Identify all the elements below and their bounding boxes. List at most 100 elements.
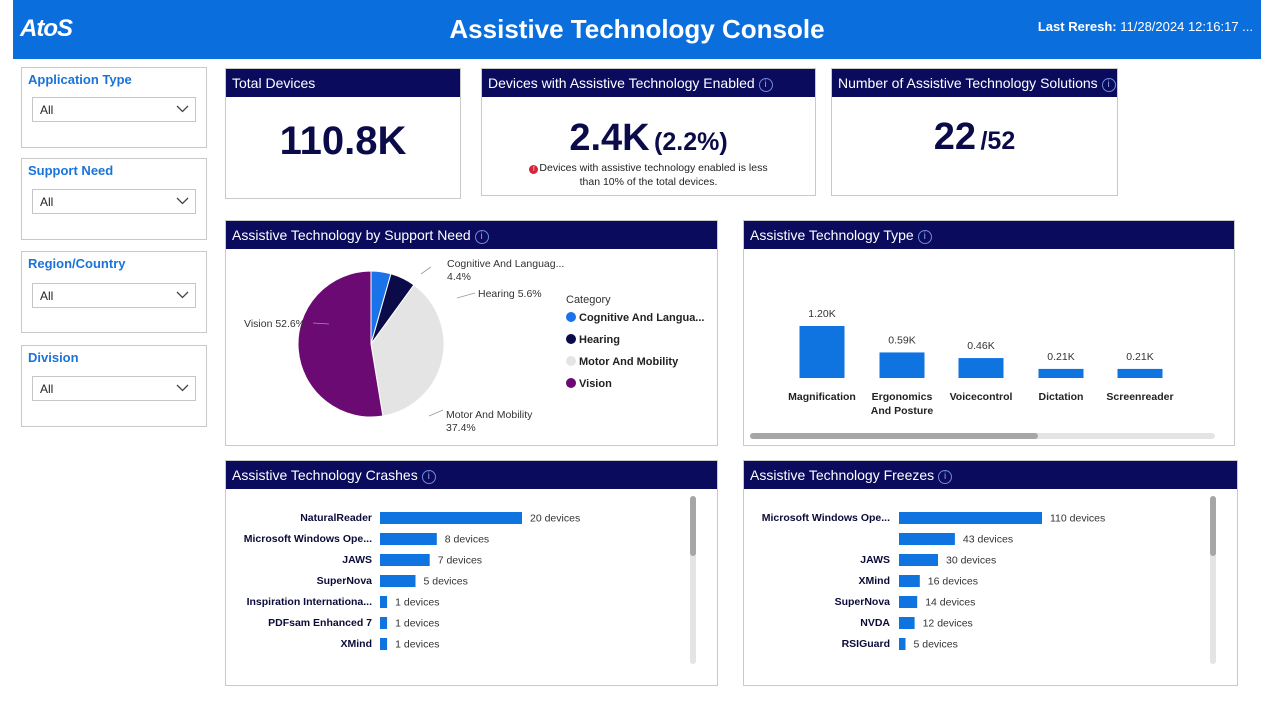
bar[interactable] <box>899 533 955 545</box>
legend-item-motor[interactable]: Motor And Mobility <box>566 356 704 378</box>
bar-value-label: 1 devices <box>395 639 439 651</box>
info-icon[interactable]: i <box>1101 78 1116 92</box>
scrollbar-thumb[interactable] <box>690 496 696 556</box>
bar-value-label: 12 devices <box>923 618 973 630</box>
type-bar-value: 0.59K <box>888 334 915 346</box>
legend-item-hearing[interactable]: Hearing <box>566 334 704 356</box>
kpi-enabled-devices: Devices with Assistive Technology Enable… <box>481 68 816 196</box>
warning-line-1: Devices with assistive technology enable… <box>539 162 768 174</box>
solutions-total: /52 <box>980 127 1016 155</box>
card-title: Assistive Technology Freezes i <box>744 461 1237 489</box>
bar[interactable] <box>380 638 388 650</box>
bar-category-label: SuperNova <box>317 575 373 587</box>
leader-line-hearing <box>456 292 476 299</box>
filter-label: Division <box>28 350 79 365</box>
bar[interactable] <box>380 554 430 566</box>
warning-line-2: than 10% of the total devices. <box>579 176 718 188</box>
freezes-scrollbar[interactable] <box>1210 496 1216 664</box>
leader-line-vision <box>312 322 330 325</box>
type-bar-chart: 1.20K Magnification 0.59K Ergonomics And Pos… <box>788 308 1173 417</box>
legend-item-cognitive[interactable]: Cognitive And Langua... <box>566 312 704 334</box>
scrollbar-thumb[interactable] <box>750 433 1038 439</box>
info-icon[interactable]: i <box>917 230 932 244</box>
bar[interactable] <box>899 554 938 566</box>
legend-label: Cognitive And Langua... <box>579 312 705 324</box>
type-bar-category: Voicecontrol <box>950 391 1013 403</box>
pie-slice-motor-and-mobility[interactable] <box>370 284 445 417</box>
filter-label: Support Need <box>28 163 114 178</box>
pie-slice-vision[interactable] <box>297 270 384 418</box>
bar-value-label: 30 devices <box>946 555 996 567</box>
legend-dot <box>566 312 576 322</box>
type-chart-scrollbar[interactable] <box>750 433 1215 439</box>
card-title-text: Assistive Technology by Support Need <box>232 227 471 243</box>
dropdown-value: All <box>40 289 54 303</box>
info-icon[interactable]: i <box>474 230 489 244</box>
bar[interactable] <box>380 575 416 587</box>
bar-category-label: JAWS <box>342 554 372 566</box>
pie-label-cognitive-pct: 4.4% <box>447 271 471 283</box>
filter-region-country: Region/Country All <box>21 251 207 333</box>
crashes-scrollbar[interactable] <box>690 496 696 664</box>
region-country-dropdown[interactable]: All <box>32 283 196 308</box>
pie-label-motor: Motor And Mobility <box>446 409 533 421</box>
header-bar: AtoS Assistive Technology Console Last R… <box>13 0 1261 59</box>
legend-item-vision[interactable]: Vision <box>566 378 704 400</box>
type-bar-value: 0.21K <box>1047 351 1074 363</box>
bar-value-label: 5 devices <box>914 639 958 651</box>
pie-legend: Category Cognitive And Langua... Hearing… <box>566 294 704 400</box>
filter-division: Division All <box>21 345 207 427</box>
bar-value-label: 8 devices <box>445 534 489 546</box>
legend-dot <box>566 378 576 388</box>
bar-category-label: RSIGuard <box>842 638 890 650</box>
enabled-warning: ! Devices with assistive technology enabl… <box>482 161 815 189</box>
freezes-bar-chart: Microsoft Windows Ope... 110 devices 43 de… <box>762 512 1105 651</box>
bar[interactable] <box>380 533 437 545</box>
type-bar[interactable] <box>1117 368 1163 378</box>
bar-value-label: 43 devices <box>963 534 1013 546</box>
info-icon[interactable]: i <box>421 470 436 484</box>
bar[interactable] <box>899 638 906 650</box>
bar-category-label: Inspiration Internationa... <box>247 596 373 608</box>
type-bar-category: Screenreader <box>1106 391 1173 403</box>
support-need-dropdown[interactable]: All <box>32 189 196 214</box>
bar[interactable] <box>899 575 920 587</box>
info-icon[interactable]: i <box>758 78 773 92</box>
bar-value-label: 5 devices <box>424 576 468 588</box>
leader-line-cognitive <box>420 266 432 275</box>
dropdown-value: All <box>40 103 54 117</box>
application-type-dropdown[interactable]: All <box>32 97 196 122</box>
type-bar[interactable] <box>799 326 845 378</box>
type-bar[interactable] <box>1038 368 1084 378</box>
legend-dot <box>566 334 576 344</box>
bar[interactable] <box>380 596 388 608</box>
bar[interactable] <box>899 512 1042 524</box>
last-refresh: Last Reresh: 11/28/2024 12:16:17 ... <box>1038 19 1253 34</box>
filter-support-need: Support Need All <box>21 158 207 240</box>
legend-label: Vision <box>579 378 612 390</box>
support-need-pie-chart: Cognitive And Languag... 4.4% Hearing 5.… <box>244 258 564 434</box>
type-bar[interactable] <box>879 352 925 378</box>
filter-label: Region/Country <box>28 256 126 271</box>
type-bar-category: Dictation <box>1039 391 1084 403</box>
bar-category-label: Microsoft Windows Ope... <box>244 533 372 545</box>
type-bar-value: 0.46K <box>967 340 994 352</box>
bar-category-label: Microsoft Windows Ope... <box>762 512 890 524</box>
bar[interactable] <box>380 512 522 524</box>
info-icon[interactable]: i <box>938 470 953 484</box>
scrollbar-thumb[interactable] <box>1210 496 1216 556</box>
bar-category-label: XMind <box>341 638 373 650</box>
division-dropdown[interactable]: All <box>32 376 196 401</box>
card-title-text: Assistive Technology Type <box>750 227 914 243</box>
bar-value-label: 20 devices <box>530 513 580 525</box>
card-title-text: Devices with Assistive Technology Enable… <box>488 75 755 91</box>
type-bar[interactable] <box>958 358 1004 378</box>
bar[interactable] <box>899 617 915 629</box>
card-title-text: Number of Assistive Technology Solutions <box>838 75 1098 91</box>
bar-category-label: JAWS <box>860 554 890 566</box>
bar[interactable] <box>380 617 388 629</box>
card-title: Total Devices <box>226 69 460 97</box>
bar[interactable] <box>899 596 918 608</box>
pie-label-motor-pct: 37.4% <box>446 422 476 434</box>
bar-value-label: 1 devices <box>395 597 439 609</box>
